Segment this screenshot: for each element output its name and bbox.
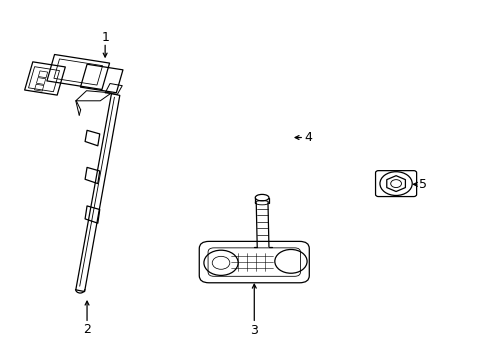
Text: 5: 5 [418,178,426,191]
Text: 3: 3 [250,324,258,337]
Text: 1: 1 [101,31,109,44]
Text: 2: 2 [83,323,91,336]
Text: 4: 4 [304,131,311,144]
